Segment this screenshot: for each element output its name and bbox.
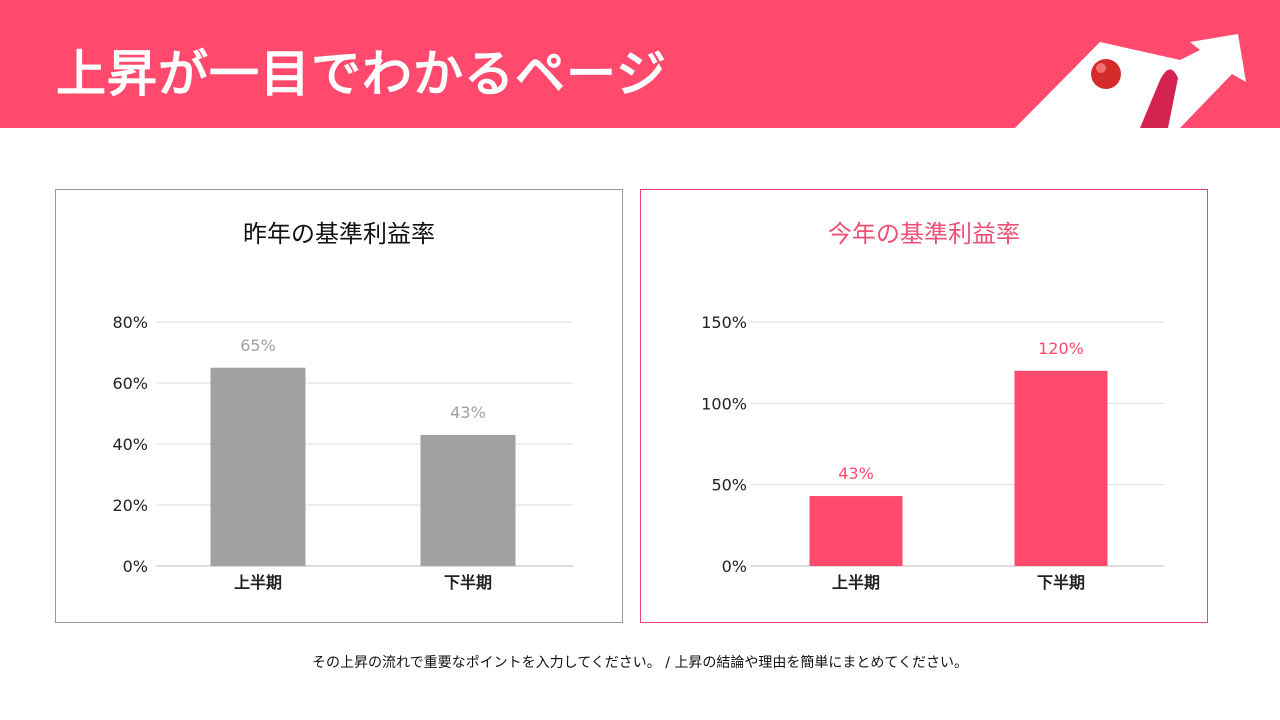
y-tick-label: 20% — [112, 496, 148, 515]
y-tick-label: 40% — [112, 435, 148, 454]
header-banner: 上昇が一目でわかるページ — [0, 0, 1280, 128]
chart-title: 昨年の基準利益率 — [243, 220, 435, 248]
y-tick-label: 0% — [123, 557, 148, 576]
x-tick-label: 下半期 — [444, 573, 492, 592]
footer-note: その上昇の流れで重要なポイントを入力してください。 / 上昇の結論や理由を簡単に… — [312, 655, 968, 671]
y-tick-label: 60% — [112, 374, 148, 393]
data-label: 43% — [450, 403, 486, 422]
last-year-bar-chart: 0% 20% 40% 60% 80% 65% 上半期 43% 下半期 — [112, 313, 573, 592]
bar — [1014, 370, 1108, 566]
bar — [809, 496, 903, 566]
data-label: 43% — [838, 464, 874, 483]
this-year-chart-panel: 今年の基準利益率 0% 50% 100% 150% 43% 上半期 120% 下半期 — [640, 189, 1208, 623]
bar — [420, 434, 516, 566]
x-tick-label: 上半期 — [832, 573, 880, 592]
this-year-bar-chart: 0% 50% 100% 150% 43% 上半期 120% 下半期 — [701, 313, 1164, 592]
y-tick-label: 80% — [112, 313, 148, 332]
y-tick-label: 50% — [711, 476, 747, 495]
x-tick-label: 下半期 — [1037, 573, 1085, 592]
y-tick-label: 150% — [701, 313, 747, 332]
page-title: 上昇が一目でわかるページ — [56, 45, 667, 103]
last-year-chart-panel: 昨年の基準利益率 0% 20% 40% 60% 80% 65% 上半期 43% 下半期 — [55, 189, 623, 623]
data-label: 120% — [1038, 339, 1084, 358]
bar — [210, 367, 306, 566]
x-tick-label: 上半期 — [234, 573, 282, 592]
chart-title: 今年の基準利益率 — [828, 220, 1020, 248]
y-tick-label: 100% — [701, 394, 747, 413]
y-tick-label: 0% — [722, 557, 747, 576]
rising-arrow-ball-icon — [1015, 34, 1246, 128]
data-label: 65% — [240, 336, 276, 355]
